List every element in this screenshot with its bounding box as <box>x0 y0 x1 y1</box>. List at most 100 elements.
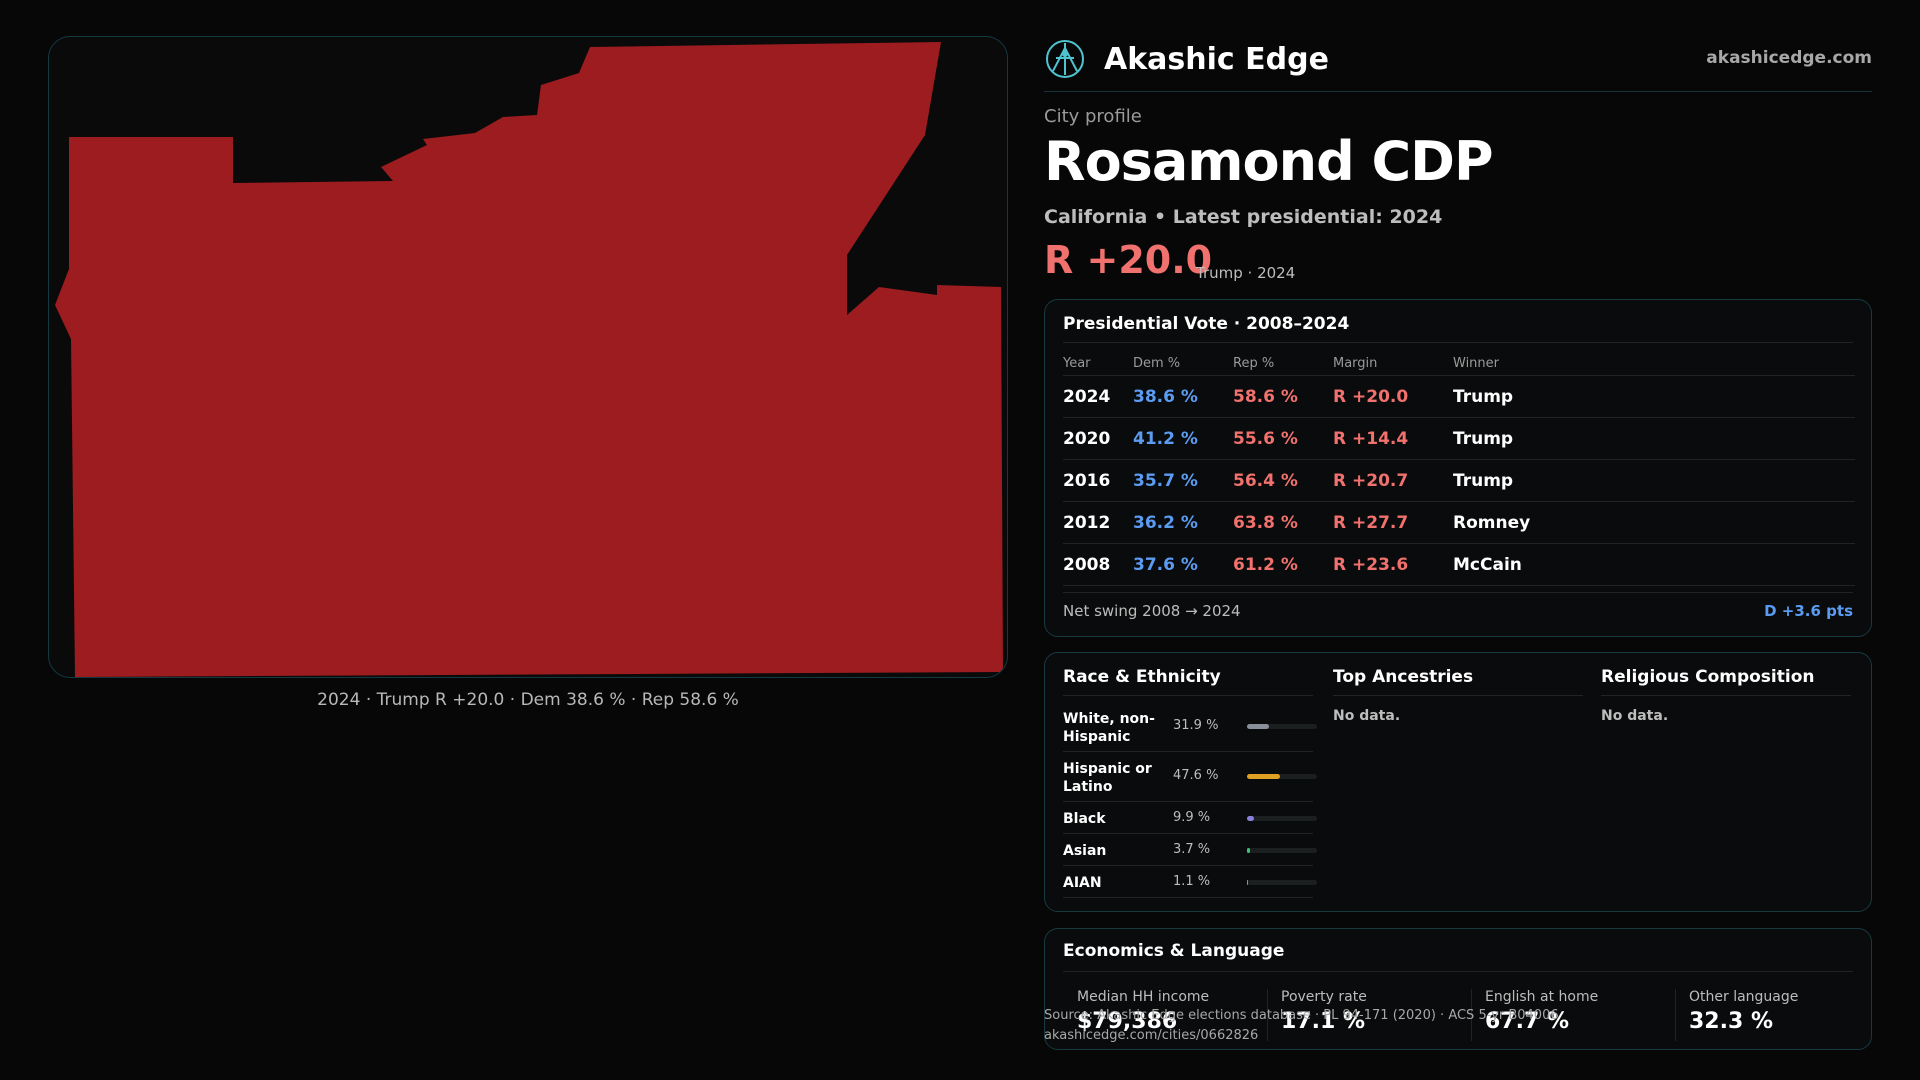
divider <box>1675 989 1676 1041</box>
stat-value: 17.1 % <box>1281 1009 1365 1034</box>
cell-winner: Trump <box>1453 429 1514 449</box>
header-winner: Winner <box>1453 356 1500 371</box>
cell-winner: Romney <box>1453 513 1531 533</box>
presidential-vote-card: Presidential Vote · 2008–2024 Year Dem %… <box>1044 299 1872 637</box>
stat-median-income: Median HH income $79,386 <box>1077 989 1277 1041</box>
race-row: Hispanic or Latino 47.6 % <box>1063 752 1317 802</box>
race-percent: 1.1 % <box>1173 874 1211 889</box>
header-rep: Rep % <box>1233 356 1275 371</box>
latest-margin-note: Trump · 2024 <box>1196 264 1296 282</box>
stat-value: 32.3 % <box>1689 1009 1773 1034</box>
cell-year: 2020 <box>1063 429 1111 449</box>
race-percent: 9.9 % <box>1173 810 1211 825</box>
stat-label: Poverty rate <box>1281 989 1367 1005</box>
race-percent: 47.6 % <box>1173 768 1219 783</box>
header-dem: Dem % <box>1133 356 1181 371</box>
divider <box>1333 695 1583 696</box>
race-percent: 3.7 % <box>1173 842 1211 857</box>
economics-card-title: Economics & Language <box>1063 941 1285 961</box>
divider <box>1267 989 1268 1041</box>
race-label: Black <box>1063 811 1106 827</box>
demographics-card: Race & Ethnicity White, non-Hispanic 31.… <box>1044 652 1872 912</box>
cell-margin: R +23.6 <box>1333 555 1409 575</box>
table-row[interactable]: 2008 37.6 % 61.2 % R +23.6 McCain <box>1063 544 1855 586</box>
religion-section-title: Religious Composition <box>1601 667 1815 687</box>
table-row[interactable]: 2012 36.2 % 63.8 % R +27.7 Romney <box>1063 502 1855 544</box>
header-year: Year <box>1063 356 1091 371</box>
race-bar-fill <box>1247 816 1254 821</box>
cell-dem: 37.6 % <box>1133 555 1198 575</box>
brand-url-link[interactable]: akashicedge.com <box>1706 48 1872 68</box>
net-swing-label: Net swing 2008 → 2024 <box>1063 602 1241 620</box>
stat-label: Other language <box>1689 989 1799 1005</box>
cell-dem: 38.6 % <box>1133 387 1198 407</box>
stat-poverty-rate: Poverty rate 17.1 % <box>1281 989 1481 1041</box>
cell-rep: 63.8 % <box>1233 513 1298 533</box>
akashic-edge-logo-icon <box>1046 40 1084 78</box>
cell-margin: R +27.7 <box>1333 513 1409 533</box>
source-line: Source: Akashic Edge elections database … <box>1044 1008 1559 1023</box>
race-bar-track <box>1247 816 1317 821</box>
cell-winner: Trump <box>1453 387 1514 407</box>
cell-year: 2008 <box>1063 555 1111 575</box>
cell-margin: R +20.0 <box>1333 387 1409 407</box>
race-bar-fill <box>1247 774 1281 779</box>
divider <box>1601 695 1851 696</box>
cell-year: 2016 <box>1063 471 1111 491</box>
stat-other-language: Other language 32.3 % <box>1689 989 1889 1041</box>
cell-margin: R +14.4 <box>1333 429 1409 449</box>
cell-rep: 58.6 % <box>1233 387 1298 407</box>
divider <box>1063 695 1313 696</box>
economics-card: Economics & Language Median HH income $7… <box>1044 928 1872 1050</box>
profile-subtitle: California • Latest presidential: 2024 <box>1044 206 1443 228</box>
city-map[interactable] <box>48 36 1008 678</box>
source-url-link[interactable]: akashicedge.com/cities/0662826 <box>1044 1028 1259 1043</box>
brand-name: Akashic Edge <box>1104 42 1329 77</box>
race-label: White, non-Hispanic <box>1063 711 1155 745</box>
divider <box>1063 971 1853 972</box>
cell-dem: 35.7 % <box>1133 471 1198 491</box>
divider <box>1063 342 1853 343</box>
stat-english-at-home: English at home 67.7 % <box>1485 989 1685 1041</box>
vote-table: Year Dem % Rep % Margin Winner 2024 38.6… <box>1063 348 1855 586</box>
city-boundary-shape[interactable] <box>55 42 1003 677</box>
cell-dem: 36.2 % <box>1133 513 1198 533</box>
race-label: Hispanic or Latino <box>1063 761 1152 795</box>
ancestries-section: Top Ancestries No data. <box>1333 667 1583 724</box>
race-row: White, non-Hispanic 31.9 % <box>1063 702 1317 752</box>
cell-rep: 55.6 % <box>1233 429 1298 449</box>
table-row[interactable]: 2016 35.7 % 56.4 % R +20.7 Trump <box>1063 460 1855 502</box>
cell-dem: 41.2 % <box>1133 429 1198 449</box>
divider <box>1471 989 1472 1041</box>
page-title: Rosamond CDP <box>1044 130 1494 193</box>
latest-margin: R +20.0 <box>1044 238 1213 282</box>
race-label: AIAN <box>1063 875 1102 891</box>
city-boundary-map <box>55 42 1003 677</box>
cell-year: 2024 <box>1063 387 1111 407</box>
cell-rep: 61.2 % <box>1233 555 1298 575</box>
divider <box>1063 592 1853 593</box>
stat-label: Median HH income <box>1077 989 1210 1005</box>
table-header: Year Dem % Rep % Margin Winner <box>1063 348 1855 376</box>
cell-winner: Trump <box>1453 471 1514 491</box>
table-row[interactable]: 2024 38.6 % 58.6 % R +20.0 Trump <box>1063 376 1855 418</box>
table-row[interactable]: 2020 41.2 % 55.6 % R +14.4 Trump <box>1063 418 1855 460</box>
religion-empty: No data. <box>1601 708 1669 724</box>
race-bar-track <box>1247 880 1317 885</box>
race-ethnicity-section: Race & Ethnicity White, non-Hispanic 31.… <box>1063 667 1317 898</box>
race-bar-track <box>1247 724 1317 729</box>
cell-year: 2012 <box>1063 513 1111 533</box>
brand-header: Akashic Edge akashicedge.com <box>1044 36 1872 92</box>
race-bar-fill <box>1247 724 1270 729</box>
map-caption: 2024 · Trump R +20.0 · Dem 38.6 % · Rep … <box>317 690 739 710</box>
race-section-title: Race & Ethnicity <box>1063 667 1221 687</box>
religion-section: Religious Composition No data. <box>1601 667 1851 724</box>
cell-margin: R +20.7 <box>1333 471 1409 491</box>
race-bar-fill <box>1247 880 1248 885</box>
stat-label: English at home <box>1485 989 1599 1005</box>
cell-rep: 56.4 % <box>1233 471 1298 491</box>
race-bar-track <box>1247 848 1317 853</box>
race-list: White, non-Hispanic 31.9 % Hispanic or L… <box>1063 702 1317 898</box>
profile-eyebrow: City profile <box>1044 106 1142 127</box>
ancestries-section-title: Top Ancestries <box>1333 667 1474 687</box>
